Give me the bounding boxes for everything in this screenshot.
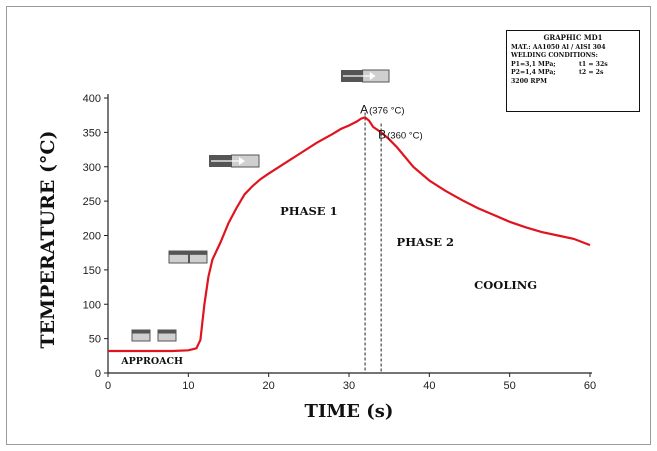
- x-tick-label: 30: [343, 380, 355, 392]
- infobox-welding-heading: WELDING CONDITIONS:: [511, 52, 598, 60]
- approach-icon-left-top-band: [132, 330, 150, 334]
- infobox-t2: t2 = 2s: [579, 69, 604, 77]
- infobox-rpm: 3200 RPM: [511, 77, 548, 85]
- phase2-icon: [341, 69, 390, 83]
- phase2-icon-arrowhead: [369, 72, 376, 80]
- axes: [107, 94, 592, 374]
- cooling-label: COOLING: [474, 278, 537, 292]
- process-icons: [131, 69, 390, 342]
- phase1-icon: [209, 154, 260, 168]
- infobox-title: GRAPHIC MD1: [543, 33, 603, 42]
- infobox-t1: t1 = 32s: [579, 60, 608, 68]
- y-tick-label: 50: [89, 334, 101, 346]
- y-tick-label: 400: [83, 93, 101, 105]
- phase1-icon-arrowhead: [239, 157, 245, 165]
- x-ticks: 0 10 20 30 40 50 60: [105, 373, 596, 392]
- plunge-icon: [168, 250, 208, 264]
- y-tick-label: 300: [83, 162, 101, 174]
- point-a-value: (376 °C): [369, 106, 404, 117]
- plunge-icon-seam: [188, 251, 190, 263]
- y-tick-label: 0: [95, 368, 101, 380]
- infobox-row-1: P1=3,1 MPa; t1 = 32s: [511, 61, 635, 70]
- infobox-p1: P1=3,1 MPa;: [511, 60, 556, 68]
- y-ticks: 0 50 100 150 200 250 300 350 400: [83, 93, 108, 380]
- x-axis-label: TIME (s): [305, 401, 394, 422]
- phase1-label: PHASE 1: [280, 204, 338, 218]
- welding-conditions-box: GRAPHIC MD1 MAT.: AA1050 Al / AISI 304 W…: [506, 30, 640, 112]
- approach-icon-right-top-band: [158, 330, 176, 334]
- temperature-curve: [108, 116, 591, 353]
- y-tick-label: 100: [83, 299, 101, 311]
- approach-label: APPROACH: [120, 356, 183, 367]
- infobox-p2: P2=1,4 MPa;: [511, 69, 556, 77]
- y-tick-label: 350: [83, 127, 101, 139]
- y-tick-label: 250: [83, 196, 101, 208]
- x-tick-label: 0: [105, 380, 111, 392]
- x-tick-label: 20: [263, 380, 275, 392]
- y-tick-label: 150: [83, 265, 101, 277]
- infobox-material: MAT.: AA1050 Al / AISI 304: [511, 43, 606, 51]
- point-labels: A (376 °C) B (360 °C): [360, 103, 423, 142]
- point-a-letter: A: [360, 103, 368, 117]
- phase-divider-lines: [364, 112, 382, 373]
- approach-icon-right: [157, 329, 177, 342]
- y-tick-label: 200: [83, 231, 101, 243]
- x-tick-label: 50: [504, 380, 516, 392]
- phase2-label: PHASE 2: [397, 235, 455, 249]
- point-b-value: (360 °C): [387, 131, 422, 142]
- point-b-letter: B: [378, 128, 386, 142]
- infobox-row-2: P2=1,4 MPa; t2 = 2s: [511, 69, 635, 78]
- x-tick-label: 10: [182, 380, 194, 392]
- approach-icon-left: [131, 329, 151, 342]
- y-axis-label: TEMPERATURE (°C): [37, 130, 59, 348]
- x-tick-label: 40: [423, 380, 435, 392]
- x-tick-label: 60: [584, 380, 596, 392]
